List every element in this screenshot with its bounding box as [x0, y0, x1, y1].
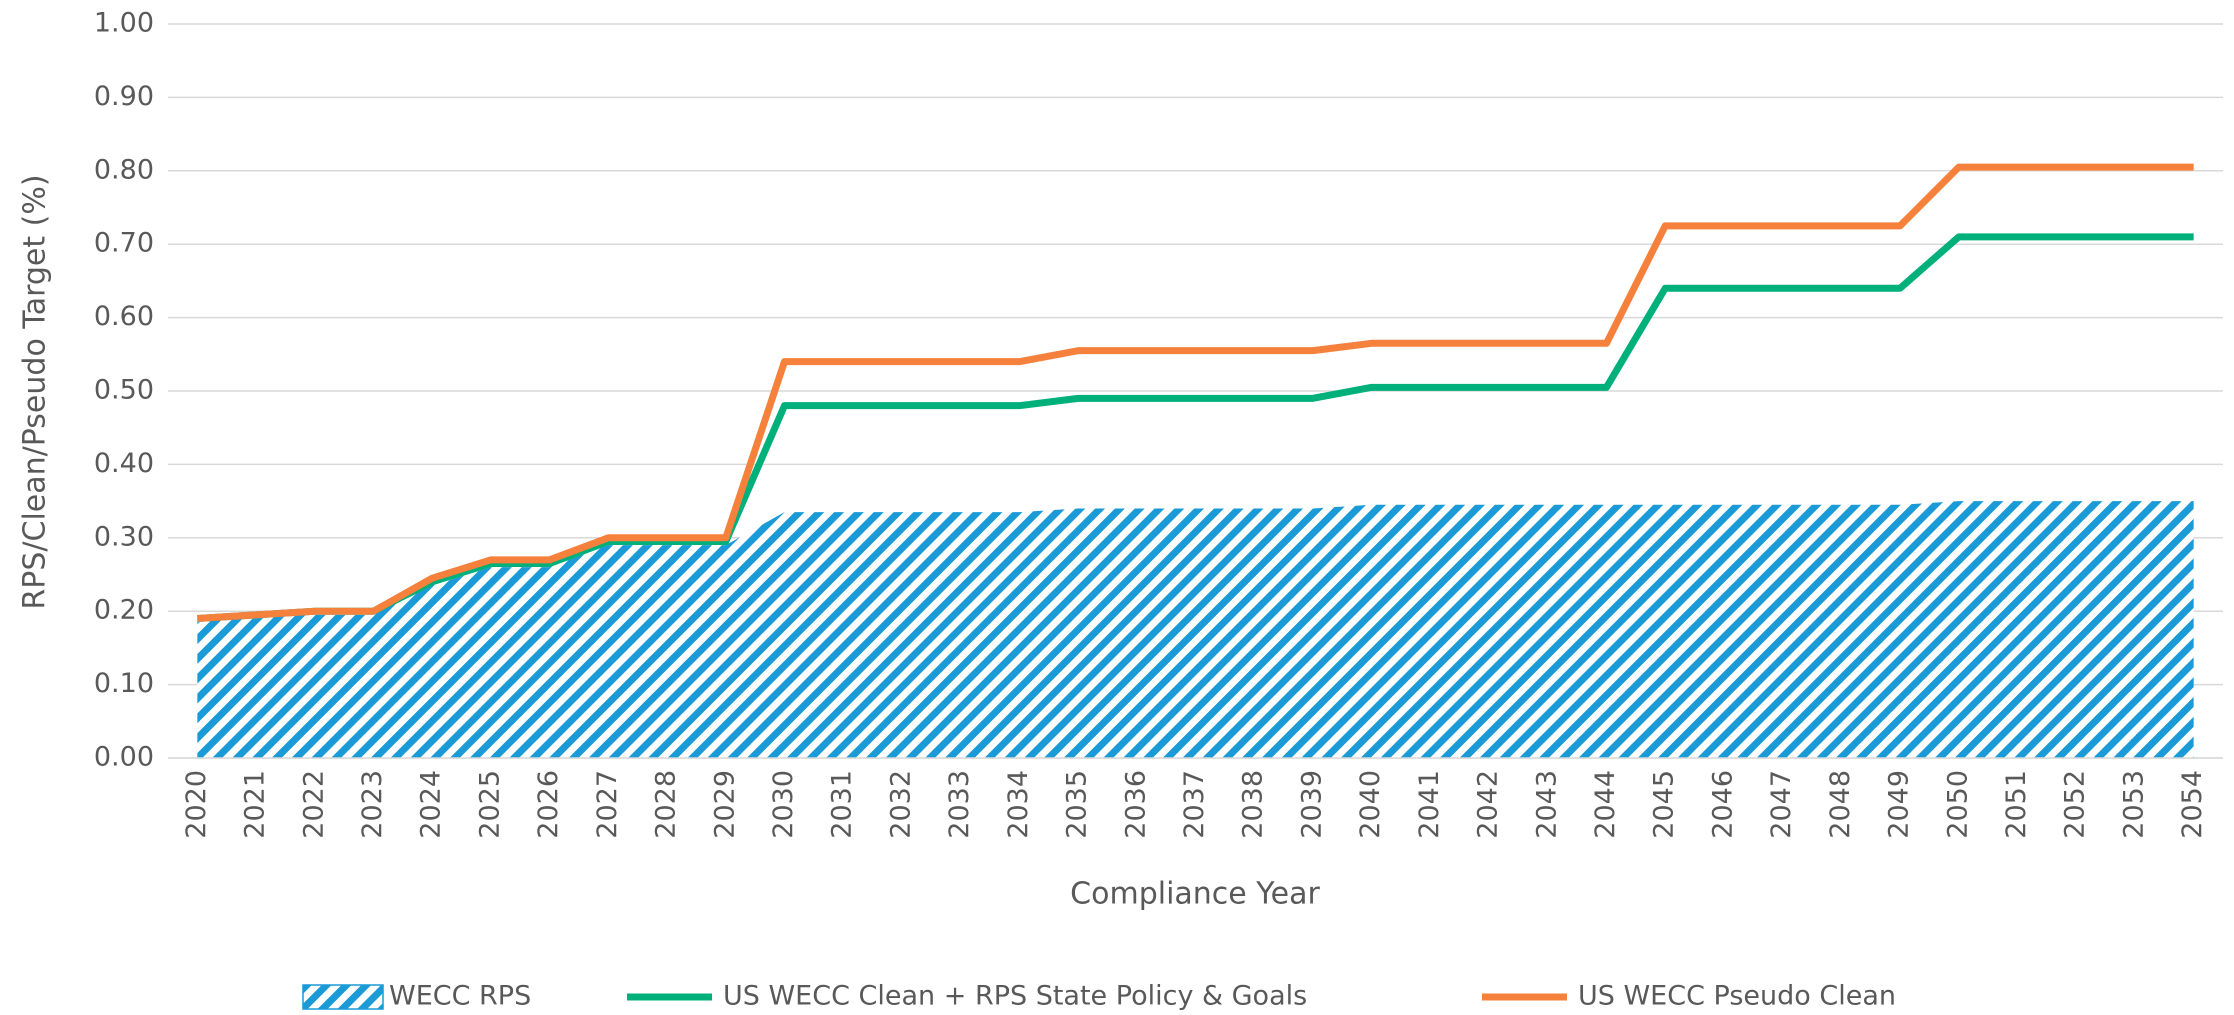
- area: [197, 501, 2194, 758]
- y-tick-label: 0.40: [94, 448, 154, 479]
- y-tick-label: 0.90: [94, 81, 154, 112]
- x-tick-label: 2029: [709, 770, 740, 839]
- legend-swatch: [302, 984, 384, 1010]
- x-tick-label: 2042: [1473, 770, 1504, 839]
- x-tick-label: 2030: [768, 770, 799, 839]
- x-tick-label: 2044: [1590, 770, 1621, 839]
- x-tick-label: 2026: [533, 770, 564, 839]
- y-tick-label: 0.00: [94, 742, 154, 773]
- x-tick-label: 2037: [1179, 770, 1210, 839]
- x-tick-label: 2023: [357, 770, 388, 839]
- x-tick-label: 2046: [1707, 770, 1738, 839]
- x-tick-label: 2048: [1825, 770, 1856, 839]
- x-tick-label: 2043: [1531, 770, 1562, 839]
- x-tick-label: 2027: [592, 770, 623, 839]
- x-tick-label: 2050: [1942, 770, 1973, 839]
- legend-label: US WECC Clean + RPS State Policy & Goals: [723, 981, 1307, 1012]
- x-tick-label: 2035: [1062, 770, 1093, 839]
- y-tick-label: 0.30: [94, 521, 154, 552]
- x-tick-label: 2038: [1238, 770, 1269, 839]
- y-axis-title: RPS/Clean/Pseudo Target (%): [18, 174, 53, 609]
- x-tick-label: 2054: [2177, 770, 2208, 839]
- x-tick-label: 2033: [944, 770, 975, 839]
- x-tick-label: 2049: [1884, 770, 1915, 839]
- legend-label: WECC RPS: [389, 981, 531, 1012]
- x-tick-label: 2051: [2001, 770, 2032, 839]
- y-tick-label: 0.50: [94, 375, 154, 406]
- x-tick-label: 2032: [885, 770, 916, 839]
- y-tick-label: 0.70: [94, 228, 154, 259]
- x-tick-label: 2036: [1120, 770, 1151, 839]
- x-tick-label: 2040: [1355, 770, 1386, 839]
- legend-label: US WECC Pseudo Clean: [1578, 981, 1896, 1012]
- x-tick-label: 2039: [1296, 770, 1327, 839]
- x-tick-label: 2025: [474, 770, 505, 839]
- x-tick-label: 2052: [2060, 770, 2091, 839]
- x-axis-title: Compliance Year: [1070, 877, 1320, 912]
- x-tick-label: 2031: [827, 770, 858, 839]
- x-tick-label: 2047: [1766, 770, 1797, 839]
- y-tick-label: 0.20: [94, 595, 154, 626]
- x-tick-label: 2024: [416, 770, 447, 839]
- y-tick-label: 0.80: [94, 154, 154, 185]
- y-tick-label: 1.00: [94, 8, 154, 39]
- y-tick-label: 0.60: [94, 301, 154, 332]
- x-tick-label: 2045: [1649, 770, 1680, 839]
- x-tick-label: 2028: [651, 770, 682, 839]
- x-tick-label: 2021: [240, 770, 271, 839]
- x-tick-label: 2053: [2118, 770, 2149, 839]
- x-tick-label: 2022: [298, 770, 329, 839]
- line: [197, 233, 2194, 623]
- line: [197, 163, 2194, 623]
- x-tick-label: 2041: [1414, 770, 1445, 839]
- x-tick-label: 2034: [1003, 770, 1034, 839]
- x-tick-label: 2020: [181, 770, 212, 839]
- y-tick-label: 0.10: [94, 668, 154, 699]
